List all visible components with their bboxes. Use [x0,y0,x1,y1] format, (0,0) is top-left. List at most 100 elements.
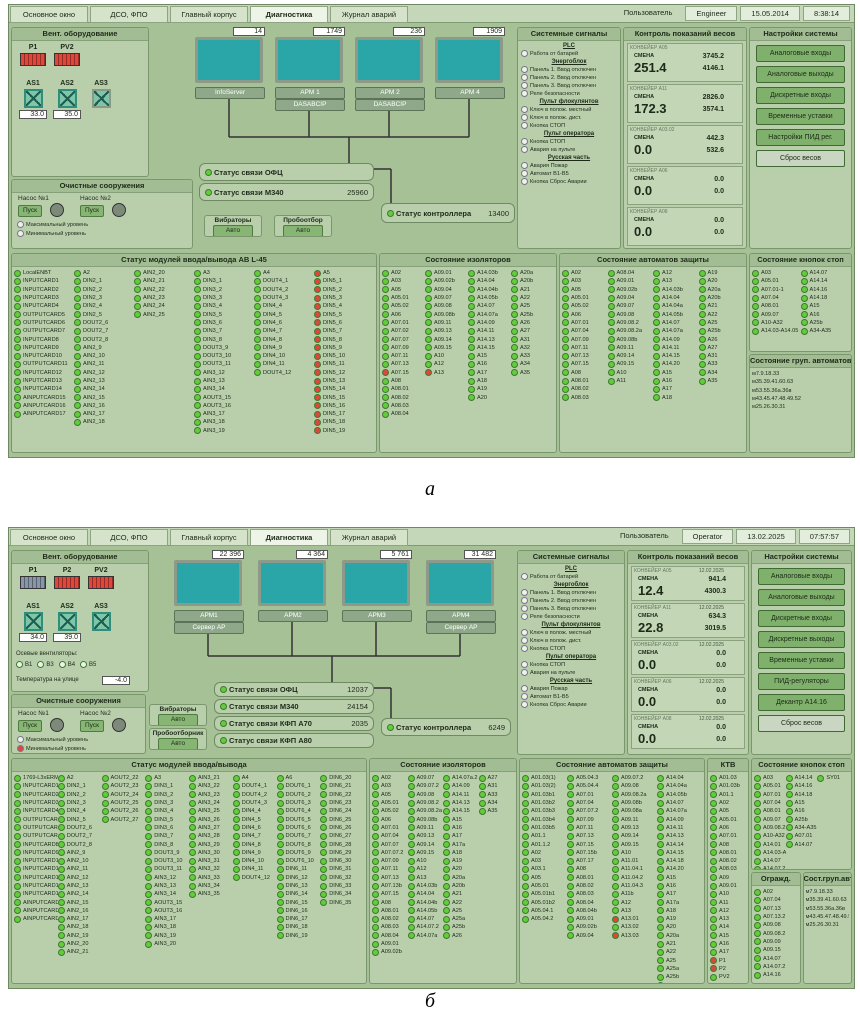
weight-date: 12.02.2025 [698,716,724,722]
item-label: A08.02 [719,858,737,865]
section-body: A02 A03 A05 A05.01 A05.02 A06 A07.01 A07.04 A07.… [560,267,746,404]
status-item: AIN2_20 [134,269,194,277]
section-row: Состояние изоляторов A02 A03 A05 A05.01 A05.0… [379,253,557,453]
status-item: A09.07 [425,294,468,302]
status-item: A06 [372,815,408,824]
settings-button[interactable]: Аналоговые выходы [758,589,845,606]
counter: 22 396 [212,550,244,559]
item-label: DIN5_9 [323,344,342,351]
item-label: INPUTCARD13 [23,378,62,384]
settings-button[interactable]: Аналоговые входы [756,45,845,62]
status-item: AIN3_22 [189,782,233,790]
tab[interactable]: Главный корпус [170,6,248,23]
server-button[interactable]: Сервер АР [174,622,244,634]
server-button[interactable]: АРМ1 [174,610,244,622]
item-label: OUTPUTCARD7 [23,833,58,840]
status-dot [752,327,759,335]
status-item: AIN3_31 [189,857,233,865]
item-label: A09.13 [434,328,452,335]
status-dot [521,573,528,580]
status-dot [607,327,615,335]
status-dot [382,410,389,418]
unit-label: P1 [28,567,38,574]
fan-value: 35.0 [53,110,81,119]
tab[interactable]: Журнал аварий [330,529,408,546]
item-label: A16 [452,824,462,831]
settings-button[interactable]: Временные уставки [758,652,845,669]
status-dot [607,277,615,285]
tab[interactable]: Диагностика [250,6,328,23]
settings-button[interactable]: Сброс весов [758,715,845,732]
server-button[interactable]: DASABCIP [355,99,425,111]
tab[interactable]: Основное окно [10,529,88,546]
settings-button[interactable]: Аналоговые выходы [756,66,845,83]
status-column: A19 A20 A20a A20b A21 A22 A25 A25b A26 A27 A31 A33 A… [698,269,745,402]
status-dot [320,782,328,790]
status-dot [194,286,201,294]
status-item: A4 [254,269,314,277]
status-dot [57,915,65,923]
start-button[interactable]: Пуск [18,205,42,217]
settings-button[interactable]: Дискретные выходы [758,631,845,648]
tab[interactable]: ДСО, ФПО [90,6,168,23]
settings-button[interactable]: Сброс весов [756,150,845,167]
item-label: A09.08.2 [416,800,439,807]
start-button[interactable]: Пуск [80,720,104,732]
server-button[interactable]: АРМ 1 [275,87,345,99]
settings-button[interactable]: Дискретные входы [758,610,845,627]
settings-button[interactable]: Настройки ПИД рег. [756,129,845,146]
settings-button[interactable]: Декантр А14.16 [758,694,845,711]
item-label: DIN3_4 [203,303,222,310]
server-button[interactable]: АРМ 2 [355,87,425,99]
settings-button[interactable]: ПИД-регуляторы [758,673,845,690]
status-item: A15 [653,369,699,377]
tab[interactable]: Главный корпус [170,529,248,546]
aux-mode[interactable]: Авто [213,225,253,236]
aux-mode[interactable]: Авто [158,738,198,749]
status-item: A07.11 [562,344,608,352]
status-dot [314,344,321,352]
item-label: A07.07 [381,841,399,848]
status-item: A27 [478,774,515,782]
aux-mode[interactable]: Авто [158,714,198,725]
aux-mode[interactable]: Авто [283,225,323,236]
status-item: A34 [698,369,745,377]
settings-button[interactable]: Дискретные входы [756,87,845,104]
server-button[interactable]: АРМ2 [258,610,328,622]
tab[interactable]: Диагностика [250,529,328,546]
server-button[interactable]: АРМ4 [426,610,496,622]
status-item: DIN4_5 [254,310,314,319]
signal-label: Ключ в полож. местный [530,629,592,636]
unit-label: P1 [28,44,38,51]
status-item: A13.02 [612,923,657,931]
server-button[interactable]: АРМ3 [342,610,412,622]
status-item: A08.01 [752,302,801,310]
item-label: A14.04 [477,278,495,285]
start-button[interactable]: Пуск [80,205,104,217]
status-dot [511,344,518,352]
server-button[interactable]: Сервер АР [426,622,496,634]
tab[interactable]: Основное окно [10,6,88,23]
start-button[interactable]: Пуск [18,720,42,732]
item-label: DIN4_6 [241,824,261,831]
item-label: м25.26.30.31 [752,404,786,411]
status-dot [425,319,432,327]
server-button[interactable]: DASABCIP [275,99,345,111]
tab[interactable]: Журнал аварий [330,6,408,23]
status-dot [320,807,328,815]
settings-button[interactable]: Аналоговые входы [758,568,845,585]
server-button[interactable]: InfoServer [195,87,265,99]
settings-button[interactable]: Временные уставки [756,108,845,125]
status-dot [57,832,65,840]
status-dot [372,907,379,915]
item-label: A08.04 [576,899,594,906]
tab[interactable]: ДСО, ФПО [90,529,168,546]
status-item: A33 [478,791,515,799]
item-label: DOUT3_10 [203,353,232,360]
status-item: A05.01 [710,815,746,824]
status-dot [74,394,81,402]
status-item: A13 [425,369,468,377]
server-button[interactable]: АРМ 4 [435,87,505,99]
weight-row: КОНВЕЙЕР А03.02 СМЕНА 0.0 442.3 532.6 [627,125,743,164]
status-column: м7.9.18.33 м35.39.41.60.63 м53.55.36a.36в м… [806,888,850,929]
